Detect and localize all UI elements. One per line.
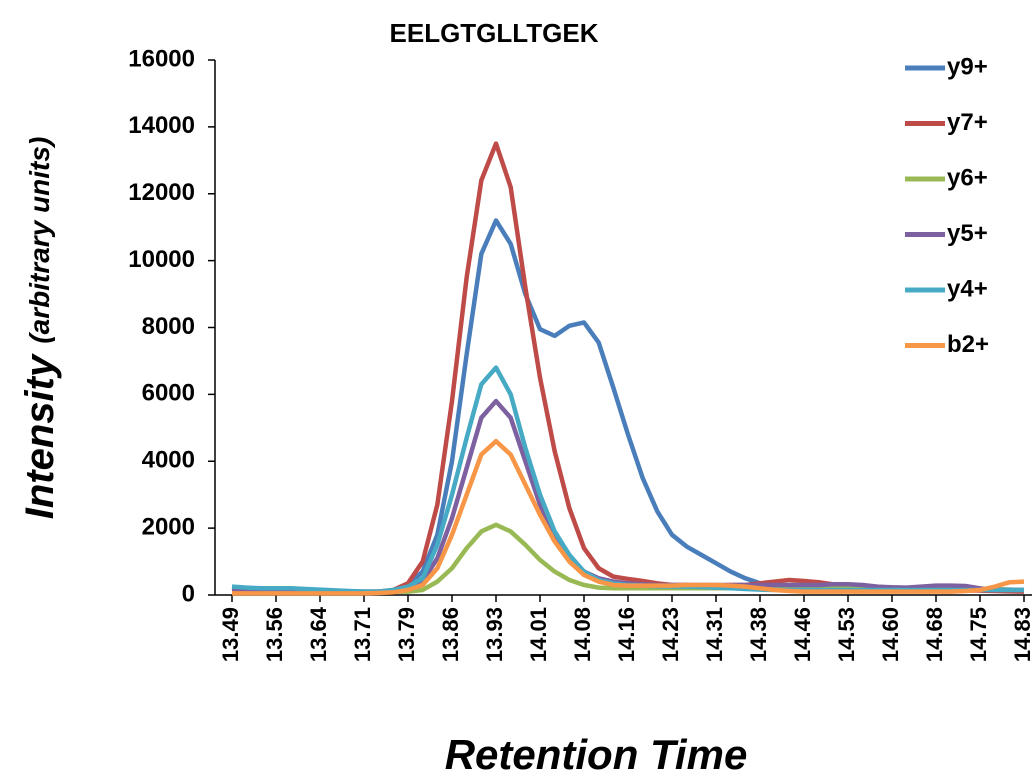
- series-line: [231, 365, 1024, 594]
- x-tick-label: 13.56: [262, 607, 287, 662]
- x-axis-label: Retention Time: [445, 731, 748, 778]
- legend-label: y7+: [947, 109, 988, 136]
- x-tick-label: 14.60: [878, 607, 903, 662]
- series-line: [232, 141, 1025, 595]
- y-tick-label: 6000: [142, 380, 195, 407]
- y-tick-label: 14000: [128, 112, 195, 139]
- x-tick-label: 13.71: [350, 607, 375, 662]
- y-tick-label: 0: [182, 580, 195, 607]
- x-tick-label: 14.01: [526, 607, 551, 662]
- x-tick-label: 13.79: [394, 607, 419, 662]
- x-tick-label: 14.46: [790, 607, 815, 662]
- legend-label: b2+: [947, 331, 989, 358]
- y-label-main: Intensity: [18, 353, 62, 519]
- legend-label: y9+: [947, 53, 988, 80]
- x-tick-label: 14.31: [702, 607, 727, 662]
- x-tick-label: 14.75: [966, 607, 991, 662]
- series-line: [231, 218, 1025, 594]
- chart-title: EELGTGLLTGEK: [390, 18, 599, 48]
- x-tick-label: 14.38: [746, 607, 771, 662]
- y-tick-label: 8000: [142, 313, 195, 340]
- legend-label: y4+: [947, 275, 988, 302]
- y-tick-label: 4000: [142, 447, 195, 474]
- x-tick-label: 13.49: [218, 607, 243, 662]
- x-tick-label: 14.08: [570, 607, 595, 662]
- legend-label: y5+: [947, 220, 988, 247]
- x-tick-label: 13.86: [438, 607, 463, 662]
- series-line: [232, 438, 1025, 596]
- x-tick-label: 14.53: [834, 607, 859, 662]
- x-tick-label: 14.68: [922, 607, 947, 662]
- x-tick-label: 14.83: [1010, 607, 1032, 662]
- y-axis-label: Intensity (arbitrary units): [18, 137, 62, 520]
- x-tick-label: 13.64: [306, 606, 331, 662]
- y-tick-label: 12000: [128, 179, 195, 206]
- legend-label: y6+: [947, 164, 988, 191]
- y-tick-label: 2000: [142, 513, 195, 540]
- y-tick-label: 10000: [128, 246, 195, 273]
- y-tick-label: 16000: [128, 45, 195, 72]
- x-tick-label: 13.93: [482, 607, 507, 662]
- y-label-note: (arbitrary units): [24, 137, 55, 344]
- x-tick-label: 14.23: [658, 607, 683, 662]
- x-tick-label: 14.16: [614, 607, 639, 662]
